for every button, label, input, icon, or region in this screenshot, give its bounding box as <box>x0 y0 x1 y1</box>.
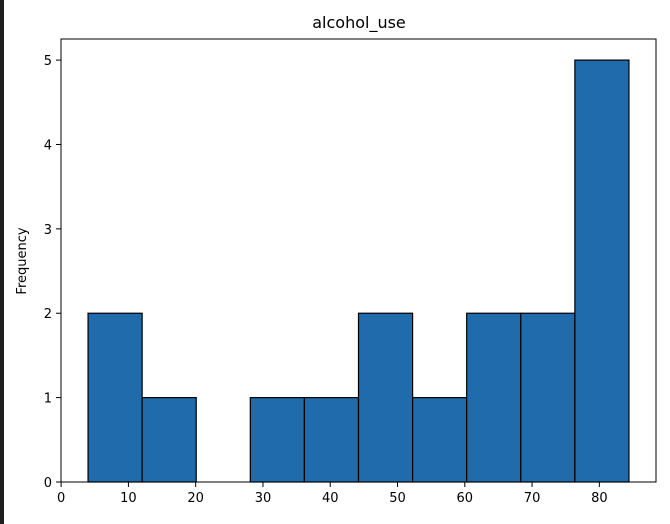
y-tick-label: 1 <box>44 392 52 407</box>
y-tick-label: 0 <box>44 476 52 491</box>
histogram-bar <box>466 312 522 483</box>
histogram-bar <box>411 397 468 483</box>
y-axis: 0 1 2 3 4 5 <box>44 54 61 491</box>
histogram-bar <box>357 312 414 483</box>
y-tick-label: 3 <box>44 223 52 238</box>
x-tick-label: 70 <box>524 491 541 506</box>
x-tick-label: 40 <box>322 491 339 506</box>
x-axis: 0 10 20 30 40 50 60 70 80 <box>57 482 608 506</box>
x-tick-label: 10 <box>120 491 137 506</box>
x-tick-label: 20 <box>187 491 204 506</box>
x-tick-label: 60 <box>457 491 474 506</box>
histogram-bar <box>87 312 143 483</box>
y-axis-label: Frequency <box>15 227 30 294</box>
y-tick-label: 4 <box>44 138 52 153</box>
histogram-bar <box>574 59 630 483</box>
histogram-bar <box>141 397 197 483</box>
bars-group <box>87 59 630 483</box>
x-tick-label: 0 <box>57 491 65 506</box>
y-tick-label: 5 <box>44 54 52 69</box>
histogram-bar <box>520 312 576 483</box>
plot-area-frame <box>60 38 657 483</box>
histogram-bar <box>303 397 360 483</box>
x-tick-label: 30 <box>255 491 272 506</box>
chart-title: alcohol_use <box>312 13 406 33</box>
y-tick-label: 2 <box>44 307 52 322</box>
x-tick-label: 80 <box>591 491 608 506</box>
figure-canvas: alcohol_use Frequency 0 10 20 30 40 50 60 70 80 … <box>4 0 670 524</box>
histogram-bar <box>249 397 306 483</box>
histogram-chart: alcohol_use Frequency 0 10 20 30 40 50 60 70 80 … <box>15 13 657 506</box>
x-tick-label: 50 <box>389 491 406 506</box>
